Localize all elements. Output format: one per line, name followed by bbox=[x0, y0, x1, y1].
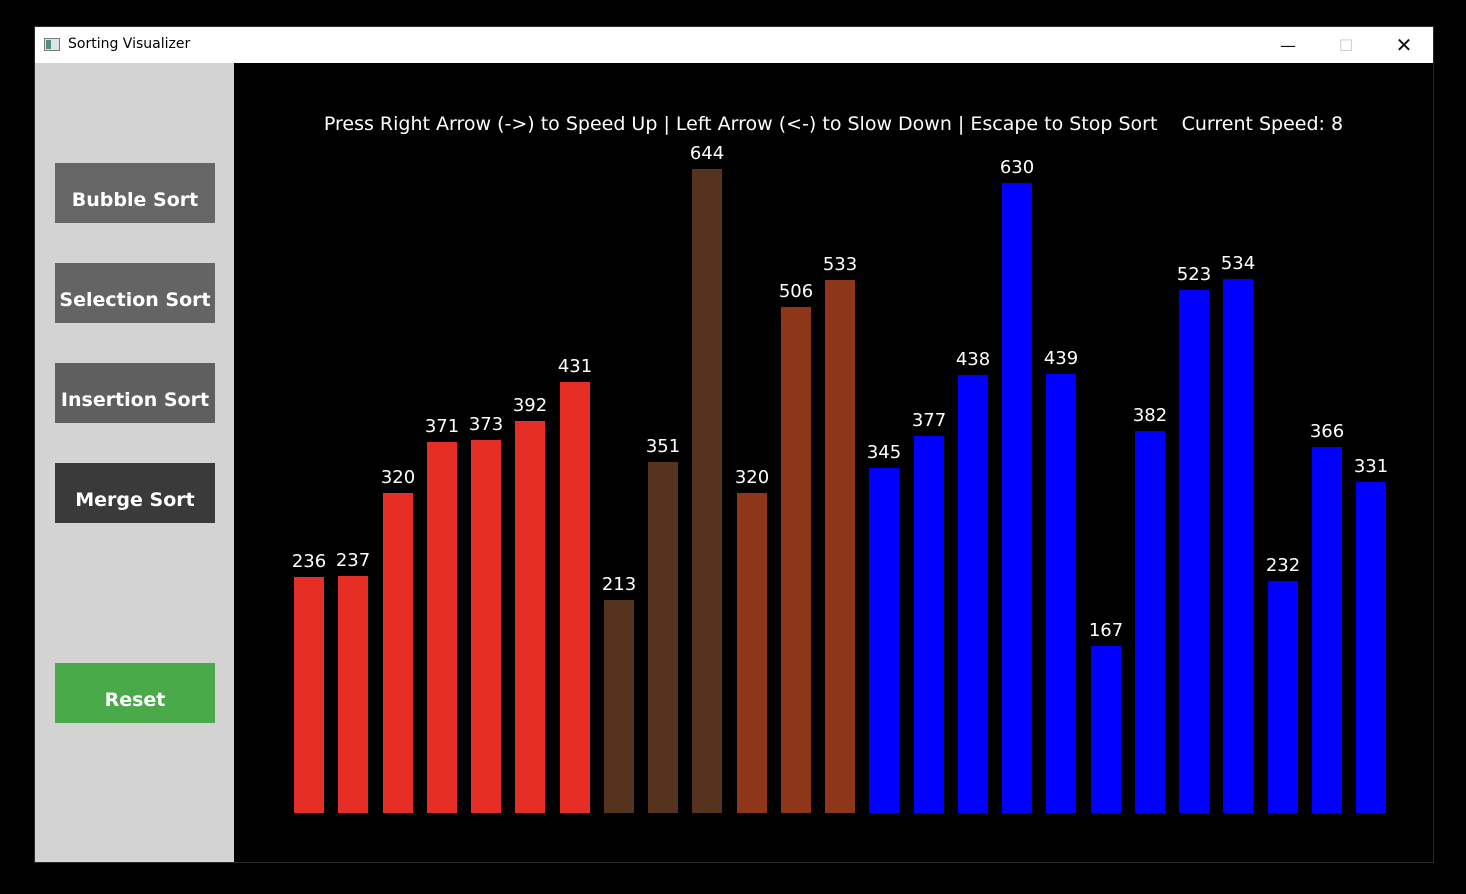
bar-15 bbox=[958, 375, 988, 813]
bar-5 bbox=[515, 421, 545, 813]
bar-1 bbox=[338, 576, 368, 813]
merge-sort-button[interactable]: Merge Sort bbox=[55, 463, 215, 523]
bar-value-label-4: 373 bbox=[468, 414, 504, 435]
app-window: Sorting Visualizer — ☐ ✕ Bubble Sort Sel… bbox=[34, 26, 1434, 863]
bar-8 bbox=[648, 462, 678, 813]
app-icon bbox=[44, 38, 60, 51]
bar-value-label-21: 534 bbox=[1220, 253, 1256, 274]
bar-0 bbox=[294, 577, 324, 813]
bar-value-label-2: 320 bbox=[380, 467, 416, 488]
bar-23 bbox=[1312, 447, 1342, 813]
bar-value-label-23: 366 bbox=[1309, 421, 1345, 442]
selection-sort-button[interactable]: Selection Sort bbox=[55, 263, 215, 323]
bar-value-label-18: 167 bbox=[1088, 620, 1124, 641]
bar-value-label-9: 644 bbox=[689, 143, 725, 164]
bar-value-label-17: 439 bbox=[1043, 348, 1079, 369]
bar-value-label-16: 630 bbox=[999, 157, 1035, 178]
bar-13 bbox=[869, 468, 899, 813]
bar-16 bbox=[1002, 183, 1032, 813]
minimize-button[interactable]: — bbox=[1280, 35, 1296, 55]
window-title: Sorting Visualizer bbox=[68, 36, 191, 52]
bar-20 bbox=[1179, 290, 1209, 813]
insertion-sort-button[interactable]: Insertion Sort bbox=[55, 363, 215, 423]
bar-value-label-6: 431 bbox=[557, 356, 593, 377]
bar-11 bbox=[781, 307, 811, 813]
bar-10 bbox=[737, 493, 767, 813]
bar-19 bbox=[1135, 431, 1165, 813]
bar-22 bbox=[1268, 581, 1298, 813]
bar-24 bbox=[1356, 482, 1386, 813]
title-bar[interactable]: Sorting Visualizer — ☐ ✕ bbox=[35, 27, 1433, 63]
bar-value-label-15: 438 bbox=[955, 349, 991, 370]
bar-9 bbox=[692, 169, 722, 813]
bar-value-label-13: 345 bbox=[866, 442, 902, 463]
bar-value-label-14: 377 bbox=[911, 410, 947, 431]
bar-17 bbox=[1046, 374, 1076, 813]
bar-value-label-22: 232 bbox=[1265, 555, 1301, 576]
bar-value-label-19: 382 bbox=[1132, 405, 1168, 426]
bar-value-label-1: 237 bbox=[335, 550, 371, 571]
bar-value-label-24: 331 bbox=[1353, 456, 1389, 477]
bar-value-label-20: 523 bbox=[1176, 264, 1212, 285]
bubble-sort-button[interactable]: Bubble Sort bbox=[55, 163, 215, 223]
bar-value-label-5: 392 bbox=[512, 395, 548, 416]
bar-value-label-8: 351 bbox=[645, 436, 681, 457]
bar-21 bbox=[1223, 279, 1253, 813]
bar-18 bbox=[1091, 646, 1121, 813]
bar-6 bbox=[560, 382, 590, 813]
bar-2 bbox=[383, 493, 413, 813]
bar-14 bbox=[914, 436, 944, 813]
visualizer-canvas: Press Right Arrow (->) to Speed Up | Lef… bbox=[234, 63, 1433, 862]
bar-value-label-7: 213 bbox=[601, 574, 637, 595]
bar-value-label-0: 236 bbox=[291, 551, 327, 572]
bar-4 bbox=[471, 440, 501, 813]
bar-value-label-12: 533 bbox=[822, 254, 858, 275]
bar-3 bbox=[427, 442, 457, 813]
sidebar: Bubble Sort Selection Sort Insertion Sor… bbox=[35, 63, 234, 862]
bar-7 bbox=[604, 600, 634, 813]
bar-12 bbox=[825, 280, 855, 813]
close-button[interactable]: ✕ bbox=[1395, 33, 1413, 57]
reset-button[interactable]: Reset bbox=[55, 663, 215, 723]
instructions-text: Press Right Arrow (->) to Speed Up | Lef… bbox=[323, 113, 1344, 135]
bar-value-label-11: 506 bbox=[778, 281, 814, 302]
bar-value-label-10: 320 bbox=[734, 467, 770, 488]
bar-value-label-3: 371 bbox=[424, 416, 460, 437]
maximize-button[interactable]: ☐ bbox=[1338, 35, 1354, 55]
